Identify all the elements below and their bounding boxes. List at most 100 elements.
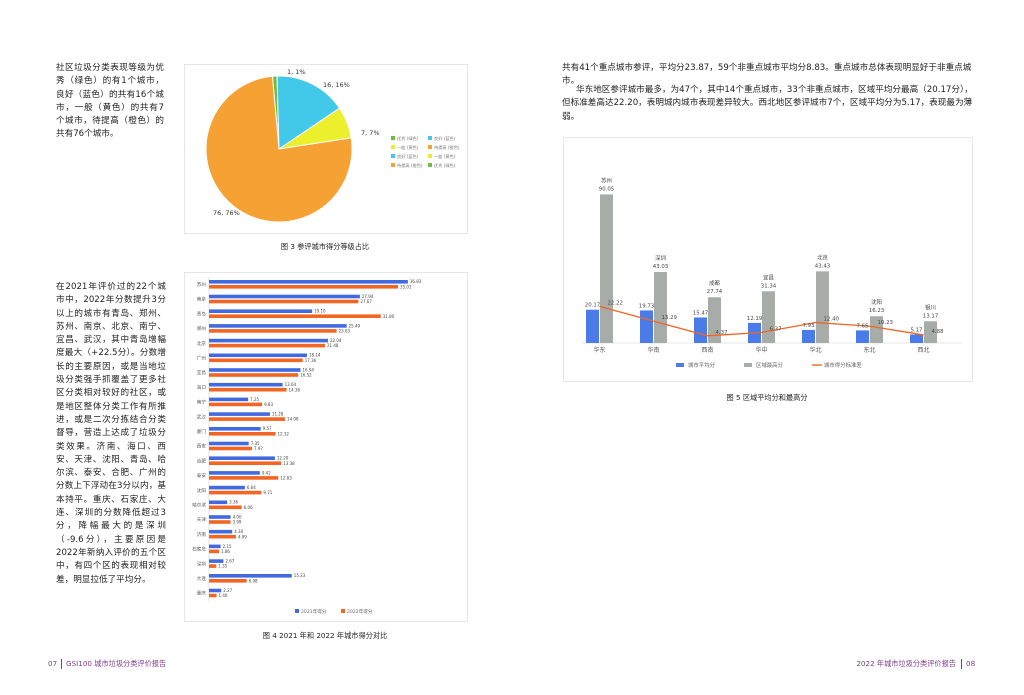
hbar-2021-bar-7 [209,382,283,387]
footer-right-page-number: 08 [966,659,976,668]
hbar-2022-label-20: 6.98 [249,578,258,583]
pie-legend-swatch-3 [428,145,432,149]
right-paragraph-2: 华东地区参评城市最多，为47个，其中14个重点城市，33个非重点城市，区域平均分… [562,85,973,122]
hbar-2022-bar-5 [209,358,303,363]
region-max-bar-6 [924,321,937,343]
region-legend-label-2: 城市得分标准差 [824,361,862,369]
pie-legend-label-1: 良好 (蓝色) [434,135,456,142]
region-max-value-4: 43.43 [815,263,830,269]
region-category-5: 东北 [863,346,875,354]
region-std-label-4: 12.40 [824,317,840,323]
hbar-2022-bar-3 [209,329,337,333]
hbar-category-20: 大连 [197,575,207,582]
hbar-2021-bar-13 [209,471,260,475]
region-max-city-6: 银川 [925,303,936,311]
region-avg-label-6: 5.17 [910,327,922,333]
region-max-bar-1 [654,272,667,343]
hbar-2022-label-9: 14.08 [287,417,299,422]
region-avg-label-1: 19.73 [639,303,654,309]
footer-right-separator [961,659,962,669]
hbar-category-2: 青岛 [197,310,207,317]
hbar-2021-bar-1 [209,294,360,299]
hbar-2021-label-8: 7.25 [250,397,259,402]
region-max-bar-5 [870,316,883,343]
hbar-2021-label-10: 9.57 [263,426,272,431]
region-max-value-2: 27.74 [707,289,723,295]
hbar-2021-bar-5 [209,353,307,358]
hbar-2021-label-13: 9.42 [262,470,271,475]
region-max-value-5: 16.23 [869,308,884,314]
hbar-2021-bar-9 [209,412,270,416]
pie-legend-label-4: 良好 (蓝色) [397,153,419,160]
pie-legend-swatch-7 [428,163,432,167]
hbar-2021-label-9: 11.28 [272,412,284,417]
region-avg-bar-1 [640,310,653,343]
fig5-caption: 图 5 区域平均分和最高分 [726,393,808,402]
region-std-label-0: 22.22 [608,300,623,306]
hbar-2022-bar-4 [209,343,325,348]
hbar-2022-label-3: 23.63 [339,329,351,334]
hbar-2021-label-4: 22.04 [330,338,342,343]
hbar-2021-label-2: 19.10 [314,309,326,314]
pie-legend-label-7: 优秀 (绿色) [434,162,456,169]
footer-left-separator [61,659,62,669]
region-max-bar-4 [816,271,829,343]
hbar-2021-label-21: 2.27 [223,588,232,593]
region-legend-label-0: 城市平均分 [688,361,716,369]
hbar-chart-frame: 苏州 南京 青岛 郑州 北京 广州 宜昌 海口 南宁 武汉 厦门 西安 合肥 泰安 沈阳 哈尔滨 天津 济南 石家庄… [184,272,468,622]
hbar-2022-bar-2 [209,314,381,318]
region-avg-bar-6 [910,334,923,343]
fig4-caption: 图 4 2021 年和 2022 年城市得分对比 [262,631,388,640]
region-std-label-3: 6.37 [770,326,782,332]
hbar-2022-label-10: 12.32 [278,431,290,436]
hbar-2022-bar-14 [209,490,262,495]
region-avg-bar-0 [586,309,599,343]
region-avg-label-5: 7.65 [856,323,868,329]
region-std-label-5: 10.23 [878,320,893,326]
hbar-category-8: 南宁 [197,399,207,406]
left-paragraph-1: 社区垃圾分类表现等级为优秀（绿色）的有1个城市，良好（蓝色）的共有16个城市，一… [56,63,164,140]
hbar-category-15: 哈尔滨 [192,502,206,509]
region-max-value-3: 31.34 [761,283,777,289]
region-avg-bar-5 [856,330,869,343]
hbar-2021-label-11: 7.35 [251,441,260,446]
region-chart: 华东 苏州 90.05 20.17 22.22 华南 深圳 43.03 19.73 13.29 西南… [582,176,962,369]
pie-slice-label-2: 7, 7% [361,129,380,137]
hbar-2021-bar-10 [209,427,261,431]
region-max-bar-0 [600,194,613,343]
left-paragraph-2: 在2021年评价过的22个城市中，2022年分数提升3分以上的城市有青岛、郑州、… [56,282,166,585]
hbar-2021-bar-16 [209,515,231,519]
footer-left-title: GSI100 城市垃圾分类评价报告 [66,659,167,668]
hbar-2022-label-5: 17.36 [305,358,317,363]
hbar-2022-bar-21 [209,593,217,598]
pie-legend-label-6: 待提高 (橙色) [397,162,423,169]
hbar-category-7: 海口 [197,384,207,391]
hbar-2021-bar-18 [209,544,221,549]
pie-slice-1 [276,75,341,150]
hbar-category-9: 武汉 [197,413,207,420]
pie-legend-label-2: 一般 (黄色) [397,144,419,151]
right-paragraph-1: 共有41个重点城市参评，平均分23.87，59个非重点城市平均分8.83。重点城… [562,63,972,87]
hbar-2022-bar-16 [209,520,231,524]
hbar-2022-bar-7 [209,387,287,392]
region-avg-label-4: 7.93 [802,323,814,329]
hbar-category-1: 南京 [197,296,207,303]
hbar-2021-bar-14 [209,485,245,490]
hbar-2021-label-16: 4.00 [233,514,242,519]
hbar-2021-bar-4 [209,338,329,343]
region-legend-label-1: 区域最高分 [756,361,784,369]
footer-left-page-number: 07 [48,659,58,668]
hbar-legend-label-0: 2021年得分 [301,608,327,615]
region-avg-label-0: 20.17 [585,303,600,309]
region-max-city-1: 深圳 [655,254,666,262]
hbar-2021-bar-21 [209,588,222,593]
hbar-2022-label-1: 27.67 [360,299,372,304]
pie-chart-frame: 1, 1% 16, 16% 7, 7% 76, 76% 优秀 (绿色) 良好 (蓝色) 一… [184,64,468,234]
hbar-2022-label-13: 12.83 [280,476,292,481]
hbar-legend-swatch-1 [341,609,345,613]
hbar-2022-label-17: 4.99 [238,534,247,539]
region-max-bar-3 [762,291,775,343]
hbar-category-10: 厦门 [197,428,207,435]
pie-chart: 1, 1% 16, 16% 7, 7% 76, 76% 优秀 (绿色) 良好 (蓝色) 一… [205,68,460,223]
hbar-2021-bar-12 [209,456,275,460]
